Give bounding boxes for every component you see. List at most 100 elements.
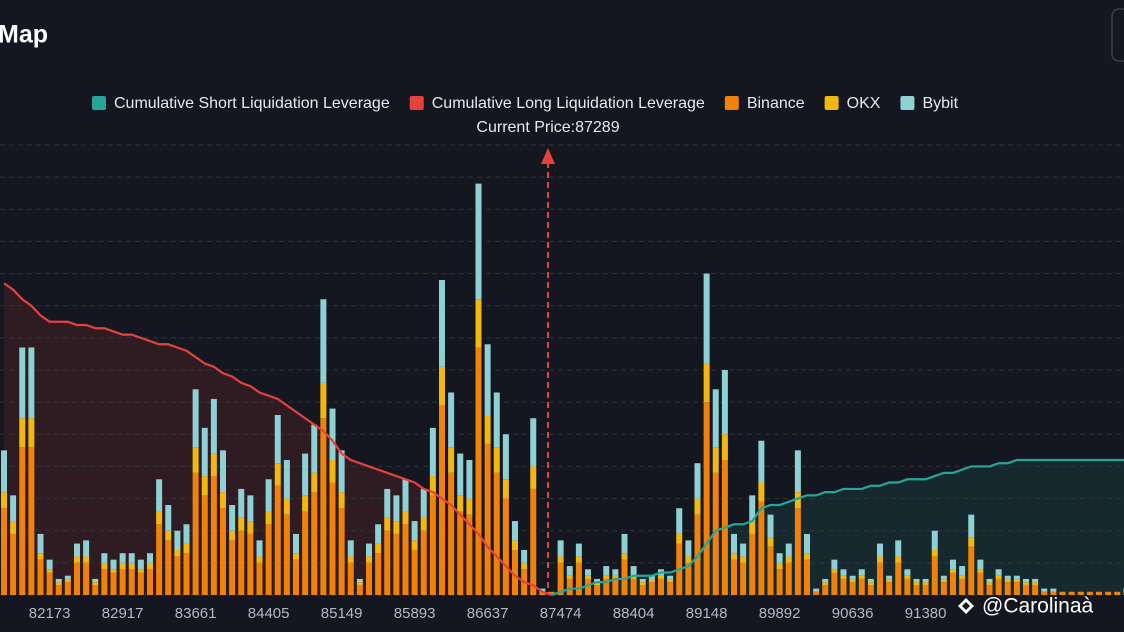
x-tick-label: 87474 [540, 605, 582, 622]
bar-segment [986, 582, 993, 586]
bar-segment [931, 556, 938, 595]
bar-segment [484, 443, 491, 595]
bar-segment [639, 578, 646, 583]
bar-segment [347, 540, 354, 557]
bar-segment [274, 463, 281, 486]
bar-segment [28, 418, 35, 448]
bar-segment [475, 347, 482, 595]
bar-segment [685, 556, 692, 563]
bar-segment [375, 524, 382, 544]
bar-segment [968, 546, 975, 595]
bar-segment [502, 498, 509, 595]
legend-swatch [409, 96, 424, 110]
legend-swatch [900, 96, 915, 110]
bar-segment [183, 543, 190, 554]
bar-segment [19, 418, 26, 448]
bar-segment [1105, 591, 1112, 595]
bar-segment [740, 543, 747, 557]
bar-segment [119, 562, 126, 570]
bar-segment [740, 556, 747, 563]
bar-segment [904, 569, 911, 576]
legend-swatch [92, 96, 106, 110]
bar-segment [630, 566, 637, 576]
bar-segment [466, 514, 473, 595]
legend-item: Cumulative Short Liquidation Leverage [92, 95, 390, 112]
bar-segment [402, 524, 409, 595]
bar-segment [840, 578, 847, 595]
bar-segment [83, 556, 90, 563]
bar-segment [247, 495, 254, 522]
bar-segment [493, 447, 500, 473]
bar-segment [74, 562, 80, 595]
bar-segment [648, 578, 655, 583]
bar-segment [740, 562, 747, 595]
bar-segment [594, 585, 601, 595]
bar-segment [886, 578, 893, 583]
bar-segment [356, 585, 363, 595]
bar-segment [867, 585, 874, 595]
bar-segment [721, 370, 728, 435]
bar-segment [749, 495, 756, 522]
bar-segment [995, 578, 1002, 595]
bar-segment [46, 569, 53, 573]
bar-segment [1, 508, 7, 595]
bar-segment [931, 550, 938, 557]
bar-segment [986, 578, 993, 583]
bar-segment [995, 569, 1002, 576]
corner-button[interactable] [1111, 8, 1124, 62]
bar-segment [220, 492, 226, 509]
bar-segment [1050, 591, 1057, 595]
bar-segment [338, 450, 345, 493]
bar-segment [302, 495, 309, 512]
bar-segment [128, 569, 135, 595]
bar-segment [904, 578, 911, 595]
x-tick-label: 82917 [102, 605, 144, 622]
bar-segment [886, 582, 893, 595]
bar-segment [603, 575, 610, 579]
bar-segment [767, 537, 774, 547]
legend-swatch [824, 96, 839, 110]
bar-segment [566, 566, 573, 576]
bar-segment [1050, 588, 1057, 592]
bar-segment [712, 389, 719, 448]
bar-segment [256, 562, 263, 595]
legend-label: Cumulative Long Liquidation Leverage [432, 95, 705, 112]
bar-segment [895, 562, 902, 595]
bar-segment [539, 588, 546, 592]
bar-segment [630, 575, 637, 579]
bar-segment [895, 540, 902, 557]
bar-segment [448, 392, 455, 448]
x-tick-label: 83661 [175, 605, 217, 622]
bar-segment [950, 572, 956, 595]
bar-segment [1059, 591, 1066, 595]
bar-segment [1, 492, 7, 509]
bar-segment [156, 524, 163, 595]
bar-segment [384, 530, 391, 595]
bar-segment [831, 559, 838, 570]
bar-segment [594, 578, 601, 583]
x-tick-label: 88404 [613, 605, 655, 622]
bar-segment [867, 582, 874, 586]
bar-segment [74, 543, 80, 557]
bar-segment [55, 582, 62, 586]
bar-segment [256, 556, 263, 563]
bar-segment [612, 569, 619, 576]
bar-segment [156, 479, 163, 512]
bar-segment [466, 460, 473, 499]
bar-segment [137, 569, 144, 573]
bar-segment [804, 559, 810, 595]
bar-segment [804, 533, 810, 554]
bar-segment [192, 389, 199, 448]
bar-segment [293, 533, 299, 554]
bar-segment [959, 578, 966, 595]
x-tick-label: 86637 [467, 605, 509, 622]
x-tick-label: 85149 [321, 605, 363, 622]
bar-segment [1023, 582, 1029, 586]
x-tick-label: 91380 [905, 605, 947, 622]
bar-segment [776, 553, 783, 563]
bar-segment [320, 418, 327, 595]
bar-segment [119, 569, 126, 595]
legend-label: Cumulative Short Liquidation Leverage [114, 95, 390, 112]
bar-segment [877, 562, 883, 595]
